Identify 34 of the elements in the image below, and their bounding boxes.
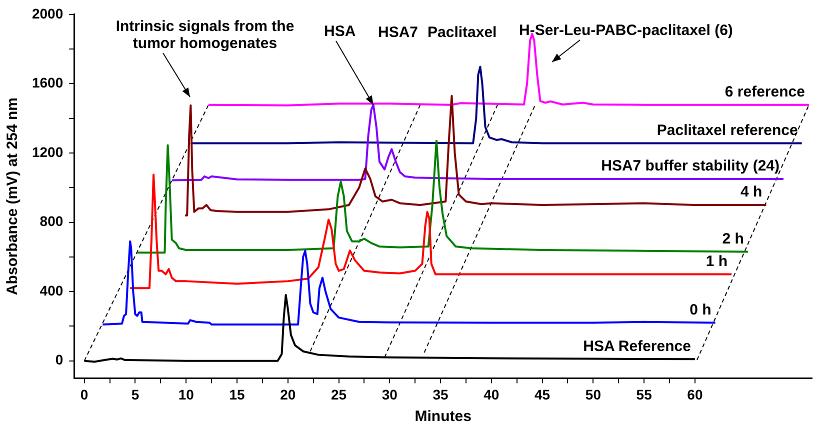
x-tick-label: 45 bbox=[534, 386, 550, 402]
series-label: HSA Reference bbox=[583, 338, 691, 355]
x-tick-label: 0 bbox=[80, 386, 88, 402]
annotation: HSA bbox=[324, 23, 356, 40]
series-label: 4 h bbox=[740, 184, 762, 201]
x-tick-label: 5 bbox=[131, 386, 140, 402]
x-tick-label: 40 bbox=[484, 386, 500, 402]
annotation: Paclitaxel bbox=[428, 24, 497, 41]
annotation: Intrinsic signals from the tumor homogenates bbox=[114, 18, 296, 52]
x-tick-label: 35 bbox=[432, 386, 449, 402]
x-axis-title: Minutes bbox=[414, 408, 472, 426]
series-label: Paclitaxel reference bbox=[656, 122, 798, 139]
series-label: 2 h bbox=[722, 230, 744, 248]
x-tick-label: 50 bbox=[585, 386, 602, 402]
x-tick-label: 15 bbox=[229, 386, 245, 402]
x-tick-label: 60 bbox=[687, 386, 703, 402]
x-tick-label: 10 bbox=[178, 386, 194, 402]
y-tick-label: 800 bbox=[40, 213, 64, 230]
y-tick-label: 2000 bbox=[32, 5, 64, 22]
y-tick-label: 400 bbox=[40, 282, 64, 298]
x-tick-label: 55 bbox=[636, 386, 652, 402]
x-tick-label: 20 bbox=[280, 386, 296, 402]
y-tick-label: 0 bbox=[55, 352, 64, 368]
series-label: HSA7 buffer stability (24) bbox=[601, 158, 780, 175]
y-tick-label: 1200 bbox=[32, 144, 64, 160]
annotation: HSA7 bbox=[378, 24, 418, 41]
x-tick-label: 25 bbox=[330, 386, 347, 402]
y-tick-label: 1600 bbox=[32, 74, 64, 91]
series-label: 0 h bbox=[690, 301, 712, 318]
y-axis-title: Absorbance (mV) at 254 nm bbox=[4, 98, 22, 296]
series-label: 1 h bbox=[706, 252, 728, 270]
annotation: H-Ser-Leu-PABC-paclitaxel (6) bbox=[519, 22, 733, 39]
series-label: 6 reference bbox=[724, 83, 805, 100]
x-tick-label: 30 bbox=[382, 386, 398, 402]
